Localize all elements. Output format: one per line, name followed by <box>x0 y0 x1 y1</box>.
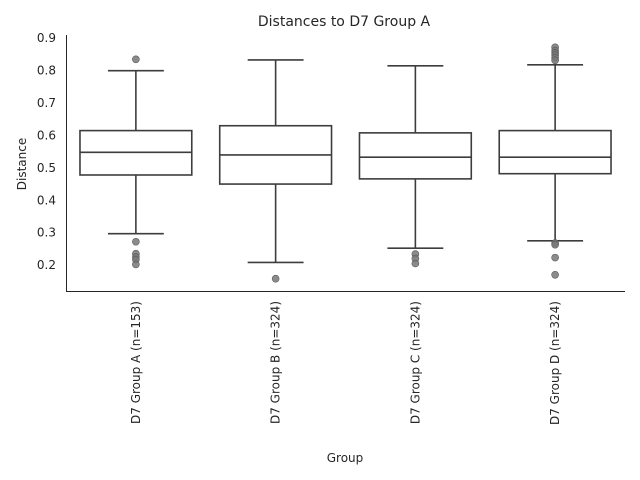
chart-title: Distances to D7 Group A <box>258 14 431 30</box>
y-tick-label: 0.3 <box>37 226 56 240</box>
y-tick-label: 0.6 <box>37 128 56 142</box>
outlier-point <box>551 56 559 65</box>
outlier-point <box>132 237 140 246</box>
y-tick-label: 0.5 <box>37 161 56 175</box>
y-tick-label: 0.4 <box>37 193 56 207</box>
outlier-point <box>551 270 559 279</box>
box-group <box>79 55 193 269</box>
y-tick-label: 0.9 <box>37 31 56 45</box>
boxes <box>79 43 612 283</box>
x-tick-label: D7 Group B (n=324) <box>269 301 283 424</box>
x-ticks: D7 Group A (n=153) D7 Group B (n=324) D7 G… <box>129 301 562 425</box>
x-tick-label: D7 Group C (n=324) <box>408 301 422 424</box>
y-tick-label: 0.8 <box>37 64 56 78</box>
outlier-point <box>551 253 559 262</box>
x-tick-label: D7 Group D (n=324) <box>548 301 562 425</box>
outlier-point <box>271 274 280 283</box>
x-axis-label: Group <box>327 451 364 465</box>
outlier-point <box>551 240 559 249</box>
y-tick-label: 0.7 <box>37 96 56 110</box>
y-tick-label: 0.2 <box>37 258 56 272</box>
y-axis-label: Distance <box>15 138 29 190</box>
y-ticks: 0.2 0.3 0.4 0.5 0.6 0.7 0.8 0.9 <box>37 31 56 272</box>
iqr-box <box>358 132 473 180</box>
box-group <box>358 64 473 268</box>
outlier-point <box>411 259 420 268</box>
box-group <box>498 43 612 279</box>
box-group <box>218 59 333 283</box>
outlier-point <box>132 55 140 64</box>
x-tick-label: D7 Group A (n=153) <box>129 301 143 424</box>
outlier-point <box>132 260 140 269</box>
iqr-box <box>498 129 612 175</box>
